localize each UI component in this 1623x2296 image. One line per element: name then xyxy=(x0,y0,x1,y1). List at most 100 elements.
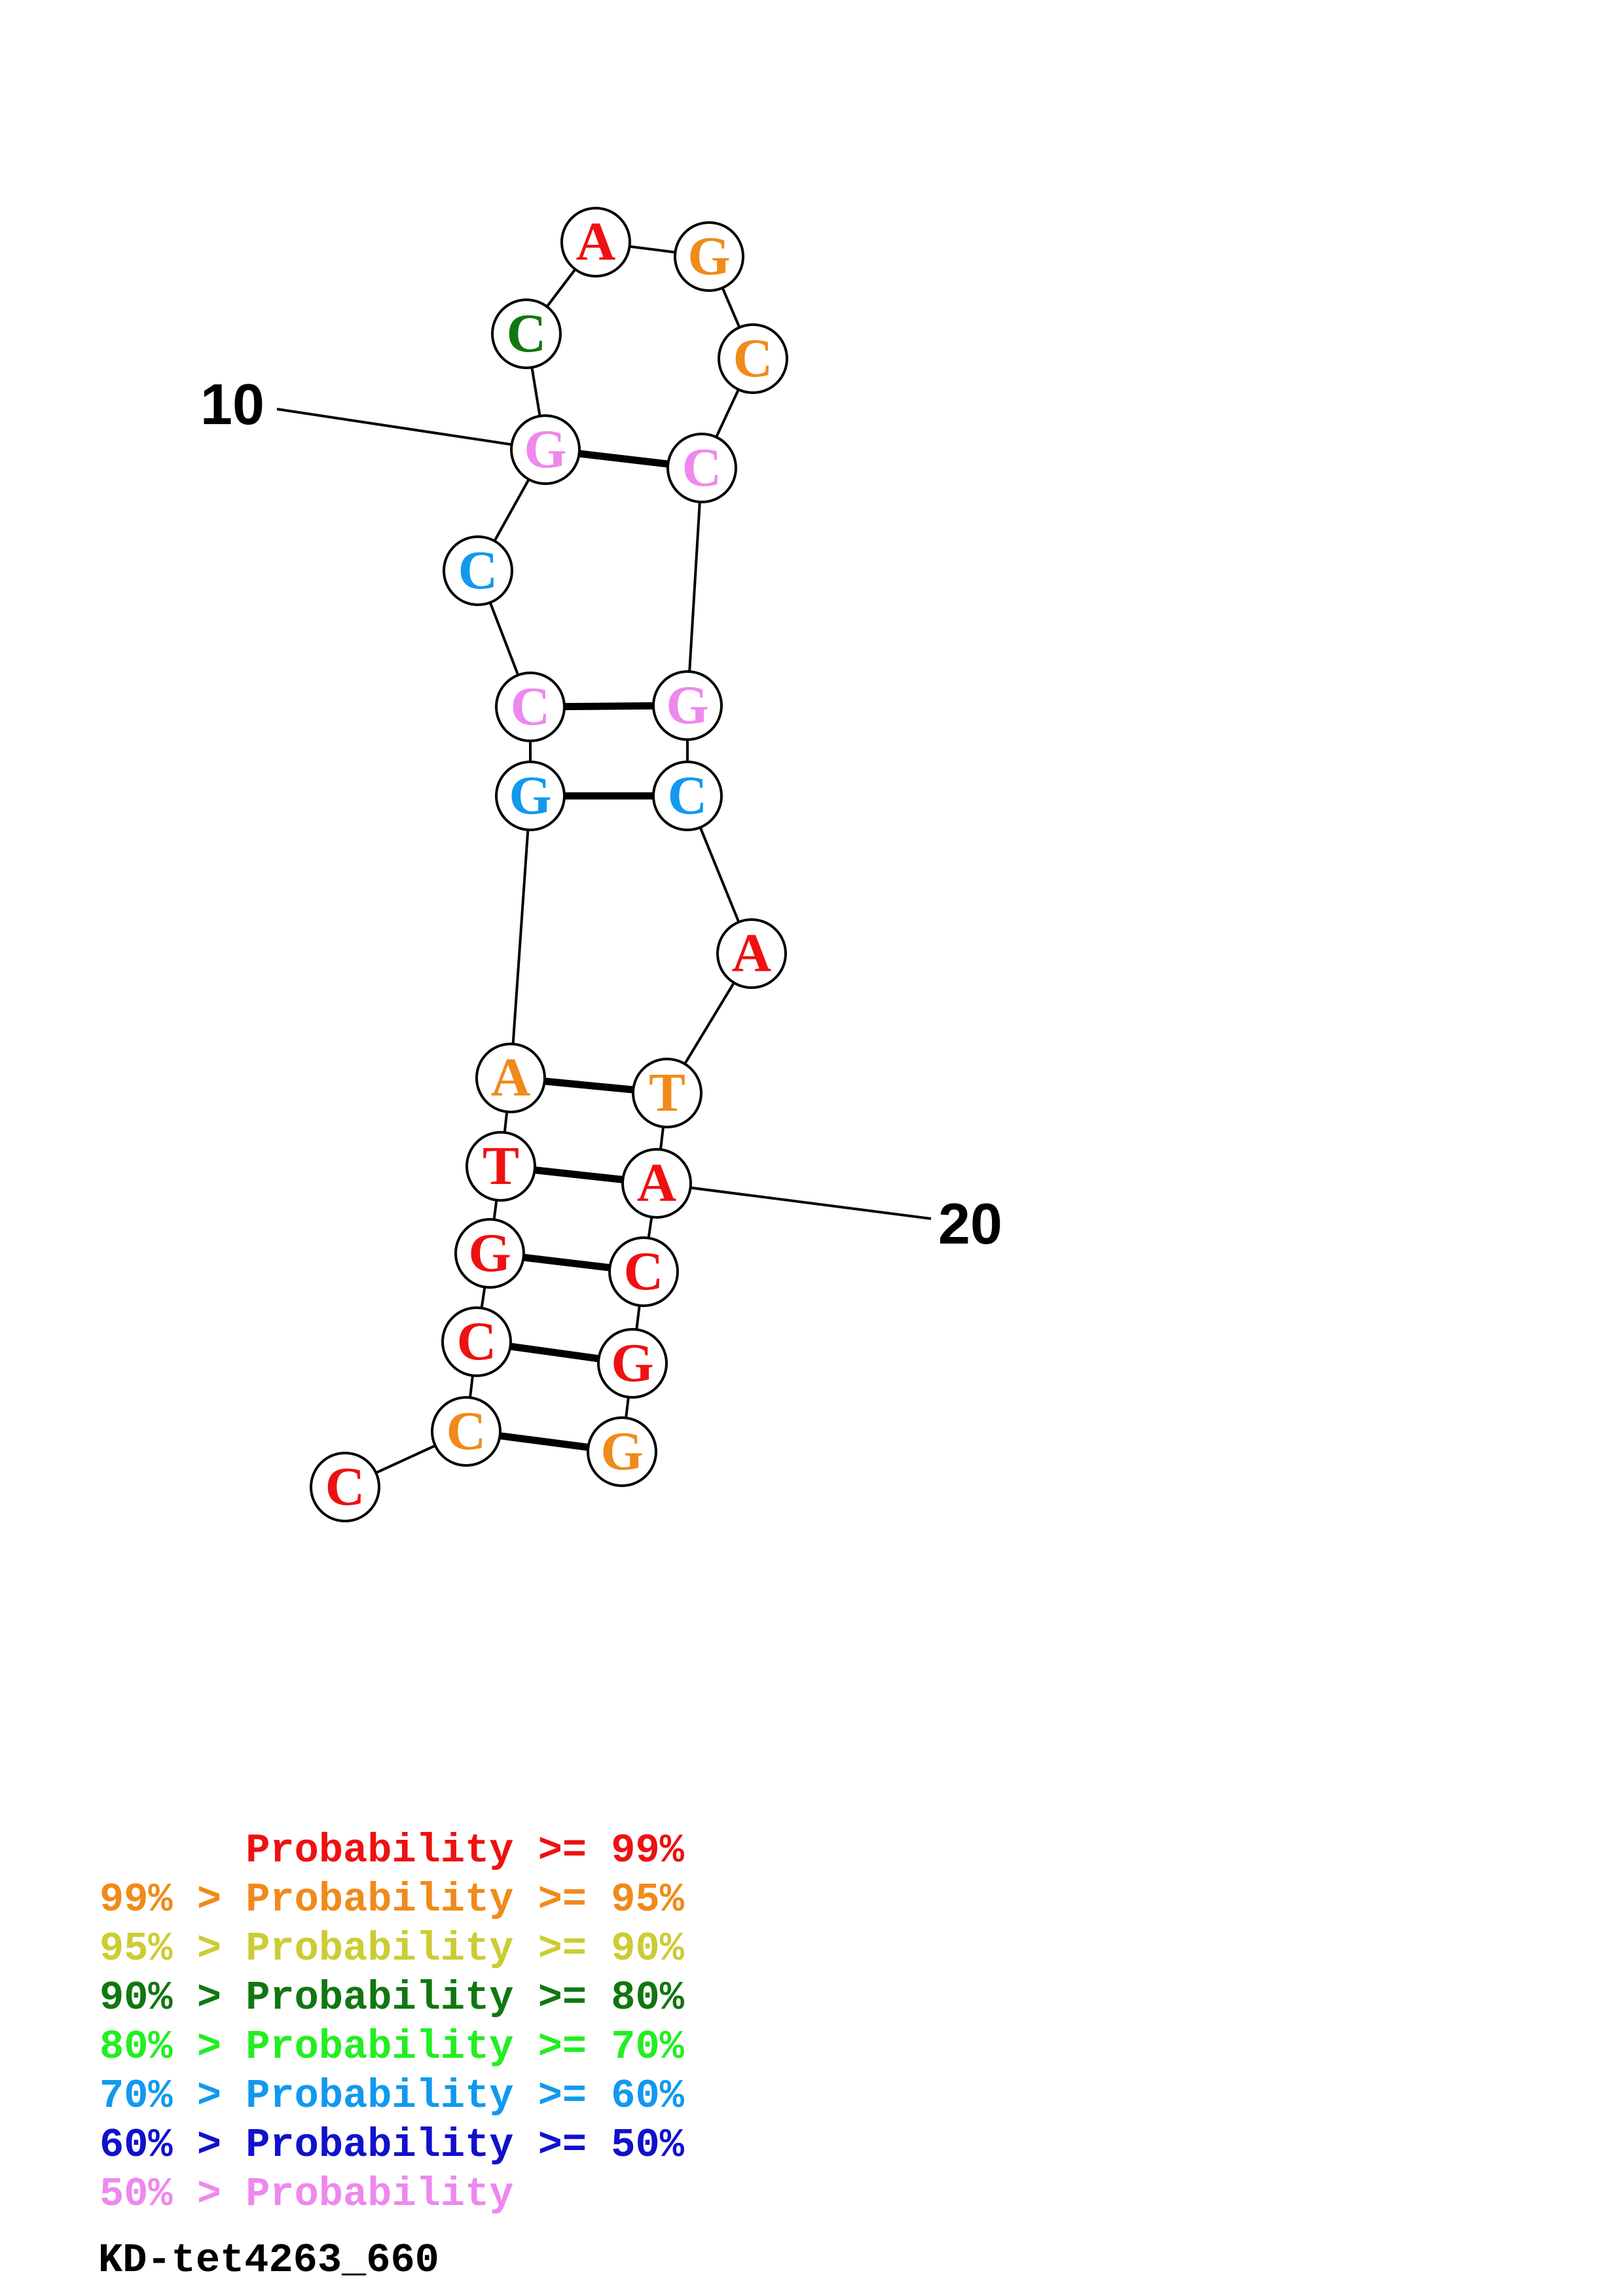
nucleotide-circle xyxy=(310,1452,380,1522)
legend-probability-word: Probability xyxy=(246,2024,514,2070)
backbone-link xyxy=(509,795,532,1079)
legend-ge-symbol: >= xyxy=(538,2024,587,2070)
legend-lower-bound: 95% xyxy=(100,1926,173,1972)
nucleotide-letter: G xyxy=(468,1223,511,1283)
nucleotide-letter: C xyxy=(733,328,773,389)
nucleotide-node: C xyxy=(718,323,788,394)
nucleotide-letter: C xyxy=(507,303,547,364)
nucleotide-circle xyxy=(475,1043,546,1113)
nucleotide-circle xyxy=(652,761,723,831)
legend-probability-word: Probability xyxy=(246,1926,514,1972)
nucleotide-node: A xyxy=(475,1043,546,1113)
legend-row: Probability >= 99% xyxy=(100,1826,684,1875)
nucleotide-node: C xyxy=(491,298,562,369)
nucleotide-circle xyxy=(587,1416,657,1487)
nucleotide-circle xyxy=(454,1218,525,1289)
legend-gt-symbol: > xyxy=(196,1926,222,1972)
nucleotide-circle xyxy=(652,670,723,741)
nucleotide-circle xyxy=(621,1148,692,1219)
nucleotide-node: G xyxy=(454,1218,525,1289)
legend-row: 95% > Probability >= 90% xyxy=(100,1924,684,1973)
legend-upper-bound: 50% xyxy=(611,2122,684,2168)
nucleotide-circle xyxy=(431,1396,501,1467)
legend-gt-symbol: > xyxy=(196,1876,222,1923)
legend-lower-bound: 70% xyxy=(100,2073,173,2119)
nucleotide-circle xyxy=(597,1328,668,1399)
nucleotide-circle xyxy=(465,1131,536,1202)
position-label: 20 xyxy=(938,1191,1002,1256)
nucleotide-letter: G xyxy=(687,226,730,287)
nucleotide-letter: C xyxy=(447,1401,486,1462)
nucleotide-node: G xyxy=(597,1328,668,1399)
nucleotide-letter: G xyxy=(666,675,708,736)
legend-lower-bound: 50% xyxy=(100,2171,173,2217)
nucleotide-letter: G xyxy=(600,1421,643,1482)
nucleotide-circle xyxy=(495,761,566,831)
nucleotide-letter: C xyxy=(682,437,722,498)
legend-lower-bound: 99% xyxy=(100,1876,173,1923)
legend-upper-bound: 99% xyxy=(611,1827,684,1874)
nucleotide-letter: A xyxy=(491,1047,531,1108)
nucleotide-letter: T xyxy=(649,1062,685,1123)
nucleotide-letter: A xyxy=(637,1153,677,1213)
legend-lower-bound: 80% xyxy=(100,2024,173,2070)
base-pair-bonds xyxy=(465,446,702,1456)
legend-upper-bound: 80% xyxy=(611,1975,684,2021)
legend-row: 70% > Probability >= 60% xyxy=(100,2072,684,2121)
legend-gt-symbol: > xyxy=(196,2122,222,2168)
legend-upper-bound: 95% xyxy=(611,1876,684,1923)
legend-lower-bound: 60% xyxy=(100,2122,173,2168)
nucleotide-node: C xyxy=(652,761,723,831)
nucleotide-letter: C xyxy=(325,1456,365,1517)
legend-probability-word: Probability xyxy=(246,2073,514,2119)
nucleotide-letter: T xyxy=(483,1136,519,1196)
nucleotide-circle xyxy=(510,414,581,485)
legend-ge-symbol: >= xyxy=(538,2073,587,2119)
legend-gt-symbol: > xyxy=(196,1975,222,2021)
nucleotide-circle xyxy=(443,535,513,606)
legend-probability-word: Probability xyxy=(246,2171,514,2217)
backbone-link xyxy=(686,467,703,706)
legend-row: 60% > Probability >= 50% xyxy=(100,2121,684,2170)
nucleotide-letter: G xyxy=(611,1333,653,1393)
position-label-leader xyxy=(276,408,546,451)
nucleotide-node: C xyxy=(608,1236,679,1307)
legend-upper-bound: 60% xyxy=(611,2073,684,2119)
nucleotide-node: G xyxy=(587,1416,657,1487)
nucleotide-circle xyxy=(632,1058,702,1128)
legend-upper-bound: 70% xyxy=(611,2024,684,2070)
nucleotide-circle xyxy=(560,207,631,278)
legend-row: 90% > Probability >= 80% xyxy=(100,1973,684,2022)
position-label: 10 xyxy=(200,372,264,437)
nucleotide-letter: A xyxy=(732,923,772,984)
legend-ge-symbol: >= xyxy=(538,1876,587,1923)
legend-gt-symbol: > xyxy=(196,2171,222,2217)
nucleotide-letter: C xyxy=(624,1241,664,1302)
nucleotide-node: C xyxy=(310,1452,380,1522)
nucleotide-circle xyxy=(718,323,788,394)
legend-row: 50% > Probability xyxy=(100,2170,684,2219)
legend-ge-symbol: >= xyxy=(538,1975,587,2021)
probability-legend: Probability >= 99% 99% > Probability >= 95% 95% >… xyxy=(100,1826,684,2219)
legend-probability-word: Probability xyxy=(246,1876,514,1923)
legend-ge-symbol: >= xyxy=(538,2122,587,2168)
legend-gt-symbol: > xyxy=(196,2024,222,2070)
nucleotide-circle xyxy=(608,1236,679,1307)
nucleotide-circle xyxy=(666,433,737,503)
nucleotide-node: C xyxy=(431,1396,501,1467)
nucleotide-letter: G xyxy=(509,765,551,826)
nucleotide-circle xyxy=(716,918,787,989)
nucleotide-circle xyxy=(495,672,566,742)
nucleotide-letter: C xyxy=(668,765,708,826)
nucleotide-circle xyxy=(674,221,744,292)
nucleotide-node: G xyxy=(510,414,581,485)
nucleotide-node: G xyxy=(674,221,744,292)
nucleotide-node: C xyxy=(443,535,513,606)
nucleotide-node: T xyxy=(465,1131,536,1202)
legend-lower-bound: 90% xyxy=(100,1975,173,2021)
legend-row: 99% > Probability >= 95% xyxy=(100,1875,684,1924)
legend-probability-word: Probability xyxy=(246,1975,514,2021)
nucleotide-letter: G xyxy=(524,419,566,480)
legend-probability-word: Probability xyxy=(246,1827,514,1874)
